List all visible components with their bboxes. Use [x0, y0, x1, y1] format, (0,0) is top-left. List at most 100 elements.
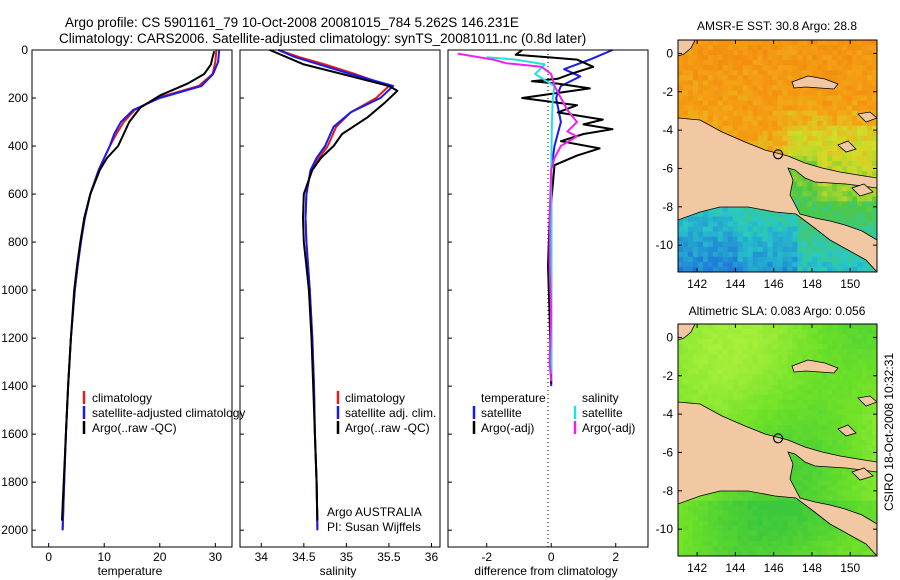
- sla-cell: [747, 354, 754, 360]
- temperature-xtick-label: 10: [98, 550, 112, 564]
- sst-cell: [757, 140, 763, 147]
- sla-cell: [822, 354, 828, 360]
- sst-cell: [787, 261, 793, 268]
- sst-cell: [812, 90, 818, 96]
- sst-cell: [742, 45, 749, 51]
- sla-map-frame: [677, 323, 878, 557]
- sla-cell: [782, 510, 788, 517]
- sst-cell: [817, 156, 823, 162]
- sla-cell: [812, 419, 818, 426]
- sst-cell: [832, 130, 838, 137]
- sst-cell: [832, 115, 838, 122]
- sla-cell: [867, 455, 873, 461]
- sst-cell: [822, 186, 828, 192]
- sst-cell: [772, 55, 778, 61]
- sst-cell: [692, 65, 699, 71]
- sst-cell: [752, 125, 759, 132]
- sla-cell: [727, 394, 734, 401]
- sla-cell: [742, 550, 749, 556]
- sst-cell: [847, 55, 853, 61]
- sla-cell: [797, 465, 803, 471]
- sst-cell: [867, 70, 873, 76]
- sst-cell: [817, 266, 823, 272]
- sst-cell: [837, 211, 843, 217]
- sst-cell: [802, 261, 808, 268]
- sla-cell: [702, 399, 709, 406]
- sla-cell: [797, 424, 803, 431]
- sst-xtick-label: 144: [725, 277, 745, 291]
- sla-cell: [767, 429, 773, 436]
- sla-cell: [747, 399, 754, 406]
- sla-cell: [717, 364, 724, 370]
- sst-cell: [842, 266, 848, 272]
- sst-cell: [827, 256, 833, 263]
- sla-cell: [762, 324, 768, 330]
- sla-cell: [772, 399, 778, 406]
- sst-cell: [792, 40, 798, 46]
- sst-ytick-label: -10: [656, 238, 674, 252]
- sst-cell: [742, 55, 749, 61]
- sst-cell: [807, 246, 813, 253]
- sst-cell: [757, 110, 763, 117]
- sst-cell: [727, 60, 734, 66]
- sst-cell: [842, 115, 848, 122]
- sst-cell: [697, 75, 704, 81]
- sst-cell: [837, 150, 843, 157]
- sst-cell: [842, 135, 848, 142]
- sst-cell: [678, 60, 684, 66]
- sst-cell: [807, 95, 813, 101]
- sst-cell: [807, 110, 813, 117]
- sla-cell: [822, 485, 828, 491]
- sst-cell: [732, 70, 739, 76]
- sla-cell: [852, 384, 858, 390]
- sst-cell: [792, 236, 798, 243]
- sst-cell: [752, 221, 759, 228]
- sla-cell: [827, 485, 833, 491]
- sst-cell: [792, 186, 798, 192]
- sst-cell: [737, 90, 744, 96]
- sst-cell: [872, 196, 877, 202]
- sla-cell: [802, 374, 808, 380]
- sst-cell: [702, 100, 709, 106]
- sst-cell: [867, 120, 873, 127]
- sla-cell: [872, 364, 877, 370]
- sla-cell: [797, 505, 803, 512]
- sla-cell: [862, 409, 868, 416]
- sla-cell: [857, 450, 863, 456]
- sla-cell: [757, 364, 763, 370]
- sst-cell: [678, 231, 684, 238]
- sla-cell: [852, 354, 858, 360]
- sla-cell: [747, 384, 754, 390]
- sla-cell: [692, 379, 699, 385]
- sla-cell: [837, 384, 843, 390]
- sla-cell: [862, 510, 868, 517]
- sla-cell: [777, 545, 783, 552]
- salinity-panel: 34 34.5 35 35.5 36 salinity climatology sate…: [239, 49, 441, 578]
- sla-cell: [822, 525, 828, 532]
- sst-cell: [692, 85, 699, 91]
- sla-cell: [822, 394, 828, 401]
- sla-cell: [767, 359, 773, 365]
- sla-cell: [842, 540, 848, 547]
- sst-cell: [682, 226, 689, 233]
- sla-cell: [742, 414, 749, 421]
- sla-cell: [678, 364, 684, 370]
- sst-cell: [822, 135, 828, 142]
- sla-cell: [682, 530, 689, 537]
- sst-cell: [732, 206, 739, 212]
- sla-cell: [847, 535, 853, 542]
- difference-series-satellite_s: [486, 56, 556, 375]
- sla-cell: [752, 525, 759, 532]
- sst-cell: [812, 145, 818, 152]
- sst-cell: [802, 191, 808, 197]
- sst-cell: [837, 156, 843, 162]
- sst-cell: [777, 50, 783, 56]
- sst-cell: [747, 251, 754, 258]
- sla-cell: [807, 409, 813, 416]
- sla-cell: [707, 369, 714, 375]
- sla-cell: [807, 545, 813, 552]
- sst-cell: [872, 231, 877, 238]
- sst-cell: [867, 171, 873, 177]
- sla-cell: [787, 359, 793, 365]
- sst-cell: [852, 166, 858, 172]
